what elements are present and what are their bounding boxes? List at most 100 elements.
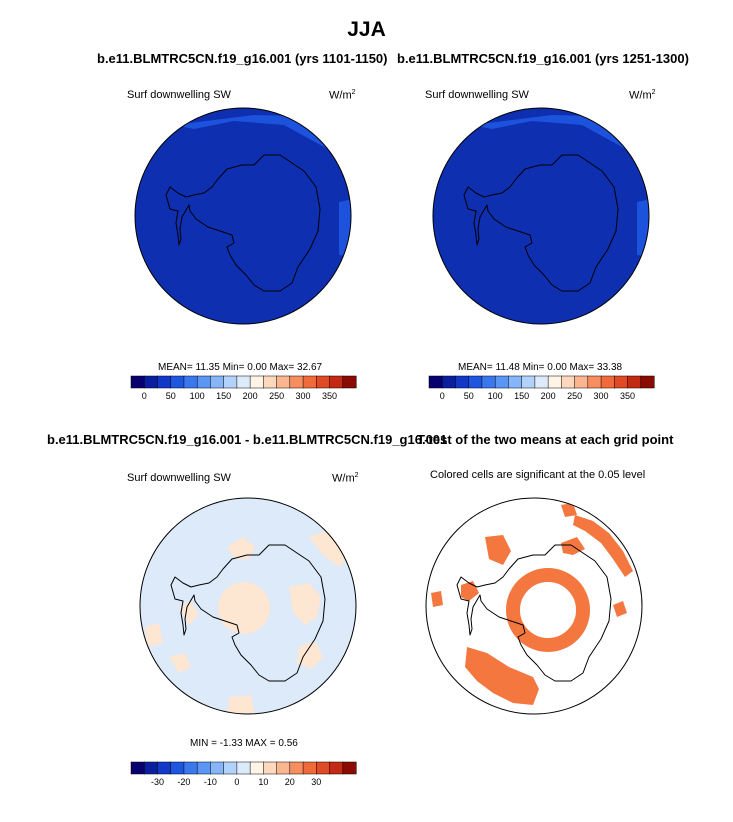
colorbar-swatch [302,761,317,775]
colorbar-swatch [157,375,172,389]
colorbar-swatch [455,375,470,389]
colorbar-swatch [508,375,523,389]
colorbar-swatch [329,761,344,775]
units-label-difference: W/m2 [332,472,359,485]
colorbar-swatch [196,375,211,389]
colorbar-swatch [547,375,562,389]
colorbar-swatch [223,761,238,775]
colorbar-swatch [130,375,145,389]
colorbar-tick-label: 200 [541,391,556,401]
colorbar-tick-label: 50 [166,391,176,401]
field-patch [169,653,191,673]
colorbar-swatch [521,375,536,389]
significant-cells [465,647,539,705]
panel-title-case2: b.e11.BLMTRC5CN.f19_g16.001 (yrs 1251-13… [397,51,689,66]
map-frame-circle [139,497,357,715]
antarctica-coastline [463,154,619,292]
colorbar-tick-label: 50 [464,391,474,401]
colorbar-tick-label: 250 [269,391,284,401]
map-case2 [432,107,650,325]
colorbar-swatch [627,375,642,389]
stats-case2: MEAN= 11.48 Min= 0.00 Max= 33.38 [458,362,623,373]
colorbar-swatch [130,761,145,775]
colorbar-swatch [289,761,304,775]
antarctica-coastline [165,154,321,292]
significant-cells [485,535,511,565]
field-patch [289,583,321,625]
significant-cells-ring [506,568,590,652]
field-patch-pole [218,582,270,634]
colorbar-swatch [441,375,457,389]
colorbar-case1: 0 50 100 150 200 250 300 350 [130,375,357,401]
map-frame-circle [425,497,643,715]
units-label-case1: W/m2 [329,89,356,102]
colorbar-tick-label: 350 [322,391,337,401]
colorbar-swatch [494,375,509,389]
colorbar-swatch [236,761,251,775]
colorbar-swatch [276,375,291,389]
colorbar-swatch [143,761,159,775]
stats-case1: MEAN= 11.35 Min= 0.00 Max= 32.67 [158,362,323,373]
panel-title-case1: b.e11.BLMTRC5CN.f19_g16.001 (yrs 1101-11… [97,51,388,66]
colorbar-swatch [210,761,225,775]
map-frame-circle [134,107,352,325]
colorbar-tick-label: 0 [142,391,147,401]
colorbar-tick-label: 300 [594,391,609,401]
colorbar-swatch [316,375,331,389]
colorbar-tick-label: 200 [243,391,258,401]
colorbar-swatch [302,375,317,389]
colorbar-tick-label: -10 [204,777,217,787]
colorbar-swatch [614,375,629,389]
significant-cells [573,515,633,577]
colorbar-tick-label: 20 [285,777,295,787]
field-patch [297,641,323,669]
field-patch [145,623,163,647]
colorbar-swatch [183,761,198,775]
colorbar-tick-label: 100 [190,391,205,401]
figure-title: JJA [347,18,386,41]
colorbar-tick-label: 100 [488,391,503,401]
colorbar-swatch [342,761,357,775]
colorbar-tick-label: 30 [311,777,321,787]
colorbar-swatch [276,761,291,775]
colorbar-swatch [468,375,483,389]
variable-label-difference: Surf downwelling SW [127,472,231,484]
variable-label-case1: Surf downwelling SW [127,89,231,101]
colorbar-tick-label: -30 [151,777,164,787]
field-patch [227,695,255,714]
colorbar-case2: 0 50 100 150 200 250 300 350 [428,375,655,401]
significant-cells [561,503,577,517]
colorbar-tick-label: 0 [440,391,445,401]
stats-difference: MIN = -1.33 MAX = 0.56 [190,738,298,749]
colorbar-swatch [249,375,264,389]
field-patch [227,537,255,559]
significant-cells [613,601,627,617]
colorbar-swatch [534,375,549,389]
colorbar-tick-label: 300 [296,391,311,401]
panel-title-difference: b.e11.BLMTRC5CN.f19_g16.001 - b.e11.BLMT… [47,432,448,447]
colorbar-tick-label: -20 [177,777,190,787]
variable-label-case2: Surf downwelling SW [425,89,529,101]
colorbar-swatch [587,375,602,389]
subtitle-ttest: Colored cells are significant at the 0.0… [430,469,646,481]
units-label-case2: W/m2 [629,89,656,102]
colorbar-swatch [600,375,615,389]
colorbar-swatch [263,375,278,389]
colorbar-swatch [170,761,185,775]
colorbar-swatch [236,375,251,389]
colorbar-tick-label: 10 [258,777,268,787]
colorbar-difference: -30 -20 -10 0 10 20 30 [130,761,357,787]
colorbar-swatch [223,375,238,389]
colorbar-swatch [196,761,211,775]
panel-title-ttest: T-test of the two means at each grid poi… [417,432,674,447]
colorbar-tick-label: 250 [567,391,582,401]
colorbar-swatch [481,375,496,389]
colorbar-swatch [249,761,264,775]
map-case1 [134,107,352,325]
colorbar-swatch [263,761,278,775]
colorbar-tick-label: 150 [514,391,529,401]
colorbar-tick-label: 0 [234,777,239,787]
colorbar-swatch [143,375,159,389]
colorbar-swatch [316,761,331,775]
colorbar-swatch [428,375,443,389]
